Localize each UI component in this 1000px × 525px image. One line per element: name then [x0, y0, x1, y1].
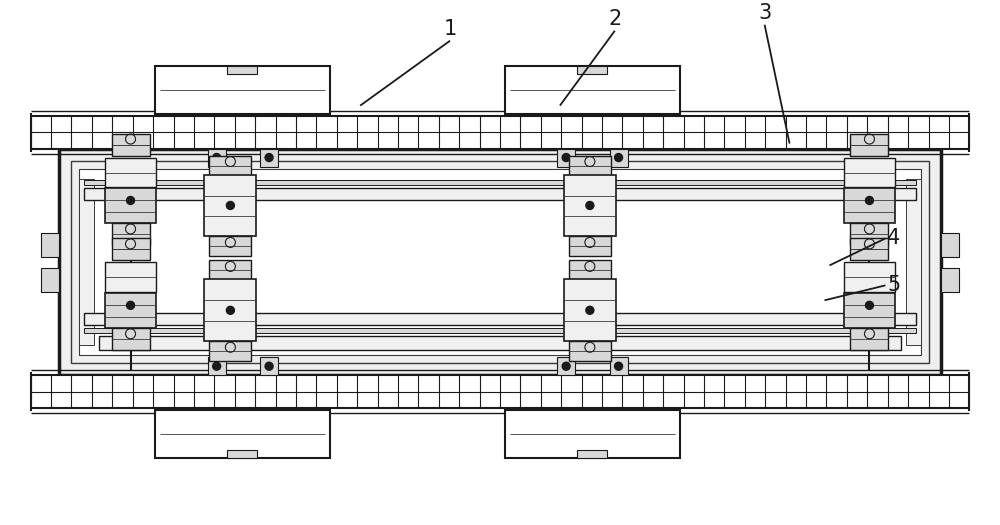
- Bar: [41, 234, 59, 257]
- Bar: [155, 66, 330, 113]
- Bar: [71, 161, 929, 363]
- Circle shape: [127, 301, 135, 309]
- Bar: [208, 357, 226, 375]
- Bar: [208, 149, 226, 166]
- Bar: [84, 181, 916, 185]
- Bar: [31, 375, 969, 408]
- Bar: [850, 238, 888, 260]
- Bar: [850, 328, 888, 350]
- Circle shape: [865, 301, 873, 309]
- Bar: [610, 149, 628, 166]
- Bar: [209, 260, 251, 280]
- Text: 5: 5: [887, 275, 901, 296]
- Circle shape: [127, 196, 135, 204]
- Circle shape: [615, 362, 623, 370]
- Circle shape: [865, 196, 873, 204]
- Bar: [577, 66, 607, 74]
- Circle shape: [562, 362, 570, 370]
- Bar: [84, 188, 916, 201]
- Bar: [204, 174, 256, 236]
- Bar: [850, 224, 888, 245]
- Circle shape: [213, 362, 221, 370]
- Bar: [564, 279, 616, 341]
- Bar: [844, 262, 895, 292]
- Bar: [844, 293, 895, 328]
- Bar: [209, 236, 251, 256]
- Bar: [844, 188, 895, 224]
- Circle shape: [562, 153, 570, 162]
- Bar: [505, 410, 680, 458]
- Bar: [209, 155, 251, 175]
- Bar: [105, 262, 156, 292]
- Circle shape: [265, 362, 273, 370]
- Text: 2: 2: [608, 9, 621, 29]
- Bar: [569, 260, 611, 280]
- Circle shape: [615, 153, 623, 162]
- Bar: [112, 224, 150, 245]
- Circle shape: [265, 153, 273, 162]
- Bar: [844, 158, 895, 187]
- Bar: [227, 450, 257, 458]
- Bar: [850, 133, 888, 155]
- Bar: [59, 149, 941, 375]
- Bar: [112, 238, 150, 260]
- Bar: [105, 293, 156, 328]
- Bar: [105, 158, 156, 187]
- Text: 4: 4: [887, 228, 901, 248]
- Bar: [569, 155, 611, 175]
- Circle shape: [226, 306, 234, 314]
- Circle shape: [586, 202, 594, 209]
- Bar: [227, 66, 257, 74]
- Bar: [79, 169, 921, 355]
- Bar: [41, 268, 59, 292]
- Bar: [79, 178, 94, 345]
- Bar: [112, 133, 150, 155]
- Bar: [505, 66, 680, 113]
- Bar: [204, 279, 256, 341]
- Text: 1: 1: [443, 19, 457, 39]
- Bar: [260, 357, 278, 375]
- Bar: [31, 116, 969, 149]
- Bar: [569, 236, 611, 256]
- Bar: [564, 174, 616, 236]
- Bar: [557, 149, 575, 166]
- Bar: [577, 450, 607, 458]
- Bar: [105, 188, 156, 224]
- Text: 3: 3: [758, 3, 771, 23]
- Bar: [155, 410, 330, 458]
- Bar: [906, 178, 921, 345]
- Circle shape: [586, 306, 594, 314]
- Bar: [557, 357, 575, 375]
- Circle shape: [213, 153, 221, 162]
- Bar: [941, 268, 959, 292]
- Bar: [569, 341, 611, 361]
- Bar: [112, 328, 150, 350]
- Bar: [99, 337, 901, 350]
- Bar: [941, 234, 959, 257]
- Bar: [610, 357, 628, 375]
- Bar: [84, 328, 916, 333]
- Bar: [260, 149, 278, 166]
- Circle shape: [226, 202, 234, 209]
- Bar: [209, 341, 251, 361]
- Bar: [84, 313, 916, 326]
